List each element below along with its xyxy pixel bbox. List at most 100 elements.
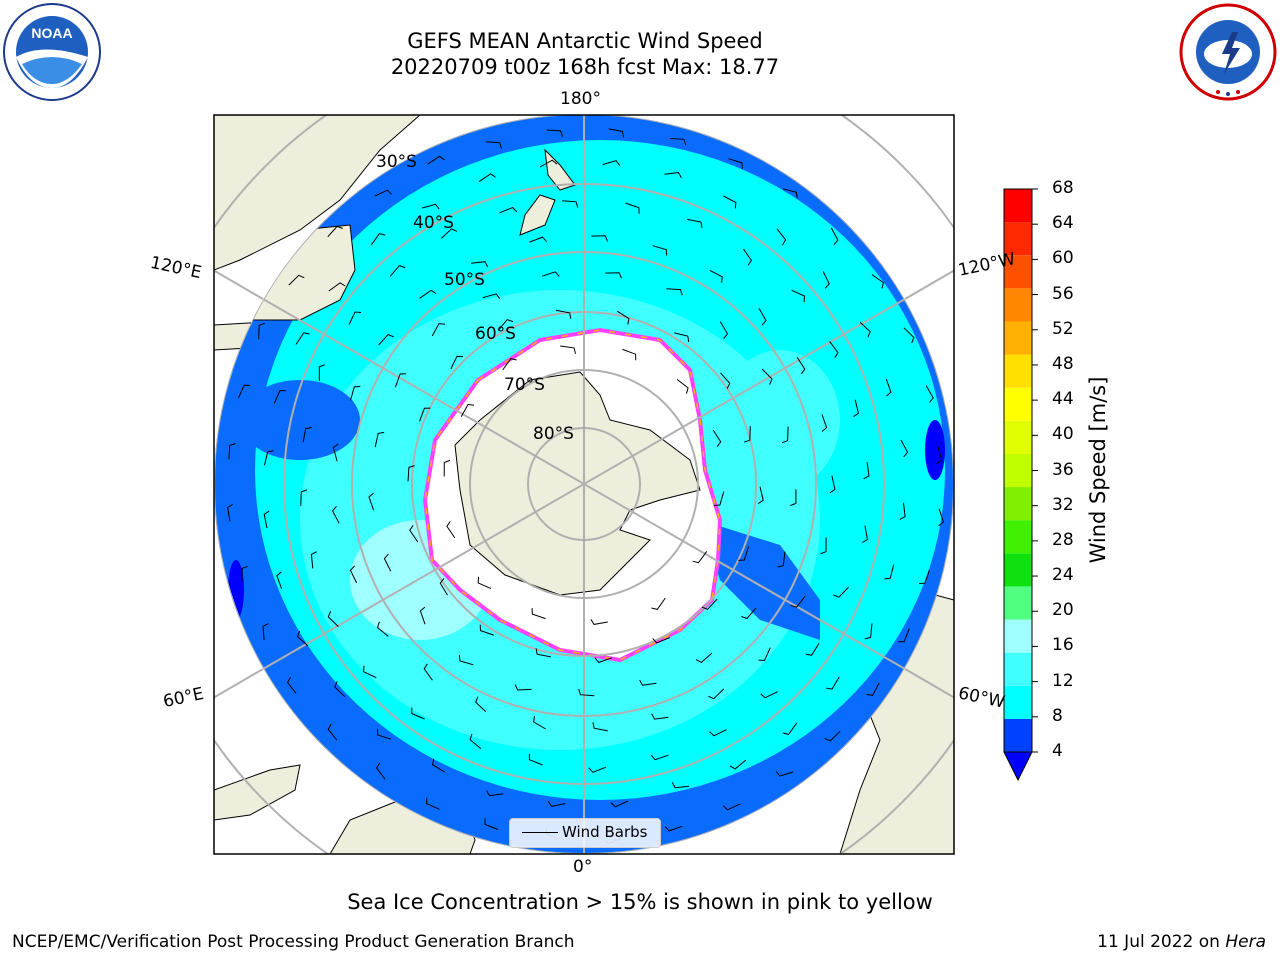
colorbar-tick-label: 40 xyxy=(1052,424,1074,445)
wind-barb xyxy=(450,355,464,370)
colorbar-segment xyxy=(1004,420,1032,454)
wind-barb xyxy=(378,334,394,346)
graticule xyxy=(214,115,954,854)
wind-barb xyxy=(602,160,621,166)
colorbar-segment xyxy=(1004,222,1032,256)
noaa-logo: NOAA xyxy=(2,2,102,102)
colorbar-segment xyxy=(1004,487,1032,521)
wind-barb xyxy=(709,269,723,283)
colorbar-segment xyxy=(1004,718,1032,752)
wind-barb xyxy=(533,715,546,730)
noaa-logo-text: NOAA xyxy=(31,25,72,41)
wind-barb xyxy=(376,621,389,637)
wind-barb xyxy=(758,486,764,505)
wind-barb xyxy=(821,414,828,432)
wind-barb xyxy=(529,236,547,243)
wind-barb xyxy=(692,551,708,564)
wind-barb xyxy=(370,233,386,246)
wind-barb xyxy=(546,129,563,137)
wind-barb xyxy=(729,759,747,770)
colorbar-tick-label: 4 xyxy=(1052,741,1063,761)
wind-barb xyxy=(594,657,613,663)
wind-barb xyxy=(227,504,233,522)
wind-barb xyxy=(588,766,607,773)
wind-barb xyxy=(541,271,560,277)
wind-barb xyxy=(777,551,786,568)
wind-barb xyxy=(288,274,305,286)
wind-barb xyxy=(884,564,895,580)
wind-barb xyxy=(383,553,392,572)
colorbar-segment xyxy=(1004,553,1032,587)
wind-barb xyxy=(302,427,312,443)
wind-barb xyxy=(687,218,703,228)
wind-barb xyxy=(639,679,657,686)
wind-barb xyxy=(652,637,670,644)
map-frame xyxy=(213,114,955,855)
wind-barb xyxy=(411,707,425,720)
chart-title: GEFS MEAN Antarctic Wind Speed xyxy=(407,29,763,53)
wind-barb xyxy=(539,159,558,168)
wind-barb xyxy=(479,624,494,636)
wind-barb xyxy=(829,341,839,358)
wind-barb xyxy=(695,652,713,664)
wind-barb xyxy=(719,321,729,339)
wind-barb xyxy=(560,345,576,354)
footer-host: Hera xyxy=(1225,932,1266,952)
wind-barb xyxy=(826,676,840,690)
colorbar-label: Wind Speed [m/s] xyxy=(1086,376,1110,564)
wind-barb xyxy=(458,654,474,666)
wind-barb xyxy=(531,608,546,620)
lat-label-60s: 60°S xyxy=(475,324,516,344)
wind-barb xyxy=(608,128,625,138)
wind-barb xyxy=(616,310,630,325)
wind-barb xyxy=(273,389,286,404)
colorbar xyxy=(1003,188,1038,782)
wind-barb xyxy=(760,691,778,699)
wind-barb xyxy=(484,818,499,830)
wind-barb xyxy=(426,797,440,810)
wind-barb xyxy=(871,274,884,289)
wind-barb xyxy=(376,728,392,740)
wind-barb xyxy=(296,630,309,647)
wind-barb xyxy=(666,288,683,296)
wind-barb xyxy=(470,261,489,268)
wind-barb xyxy=(327,225,343,238)
colorbar-segment xyxy=(1004,619,1032,653)
wind-barb xyxy=(898,628,910,643)
wind-barb xyxy=(419,606,426,625)
colorbar-tick-label: 36 xyxy=(1052,459,1074,480)
lat-label-80s: 80°S xyxy=(533,424,574,444)
wind-barb xyxy=(796,357,806,375)
wind-barb xyxy=(859,321,871,338)
wind-barb xyxy=(833,586,849,598)
colorbar-segment xyxy=(1004,685,1032,719)
colorbar-segment xyxy=(1004,321,1032,355)
wind-barb xyxy=(421,203,440,210)
wind-barb xyxy=(407,465,415,482)
wind-barb xyxy=(925,385,934,403)
wind-barb xyxy=(394,373,407,388)
wind-barb xyxy=(758,308,767,326)
wind-barb xyxy=(864,623,873,640)
wind-barb xyxy=(863,462,870,480)
wind-barb xyxy=(478,173,496,183)
wind-barb xyxy=(264,450,274,466)
wind-barb xyxy=(528,753,543,766)
wind-barb xyxy=(938,508,944,527)
wind-barb xyxy=(782,188,798,199)
wind-barb xyxy=(469,733,482,749)
wind-barb xyxy=(477,576,492,590)
wind-barb xyxy=(900,439,909,458)
wind-barb xyxy=(368,492,375,511)
legend-label: Wind Barbs xyxy=(562,823,648,841)
national-weather-service-logo xyxy=(1178,2,1278,102)
colorbar-tick-label: 68 xyxy=(1052,178,1074,198)
wind-barb xyxy=(791,289,806,303)
wind-barb xyxy=(722,803,741,811)
colorbar-segment xyxy=(1004,189,1032,223)
wind-barb xyxy=(562,200,579,208)
wind-barb xyxy=(238,384,251,399)
wind-barb xyxy=(776,228,787,246)
wind-barb xyxy=(605,272,622,279)
wind-barb xyxy=(782,722,798,735)
